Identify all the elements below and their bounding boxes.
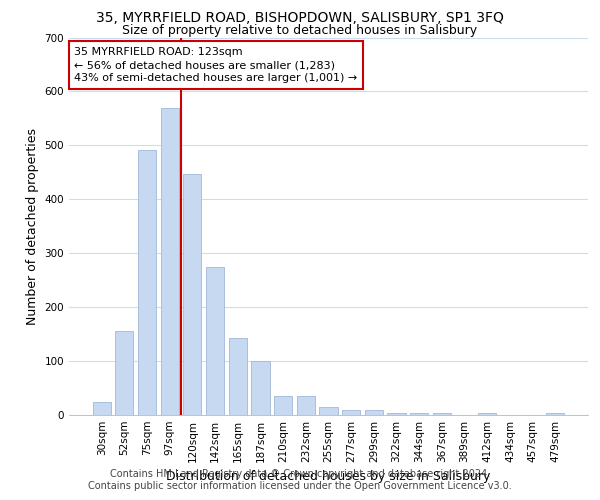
- Bar: [546, 413, 565, 415]
- Bar: [478, 413, 496, 415]
- Bar: [184, 174, 202, 415]
- Bar: [161, 108, 179, 415]
- Bar: [388, 413, 406, 415]
- Bar: [410, 413, 428, 415]
- Bar: [342, 410, 360, 415]
- Bar: [274, 396, 292, 415]
- Bar: [365, 410, 383, 415]
- Text: Contains HM Land Registry data © Crown copyright and database right 2024.
Contai: Contains HM Land Registry data © Crown c…: [88, 470, 512, 491]
- Y-axis label: Number of detached properties: Number of detached properties: [26, 128, 39, 325]
- Bar: [229, 338, 247, 415]
- Bar: [433, 413, 451, 415]
- Bar: [115, 332, 133, 415]
- Bar: [297, 396, 315, 415]
- Bar: [138, 150, 156, 415]
- Text: 35 MYRRFIELD ROAD: 123sqm
← 56% of detached houses are smaller (1,283)
43% of se: 35 MYRRFIELD ROAD: 123sqm ← 56% of detac…: [74, 47, 358, 84]
- Text: 35, MYRRFIELD ROAD, BISHOPDOWN, SALISBURY, SP1 3FQ: 35, MYRRFIELD ROAD, BISHOPDOWN, SALISBUR…: [96, 12, 504, 26]
- Bar: [92, 402, 111, 415]
- Bar: [319, 407, 338, 415]
- Bar: [206, 266, 224, 415]
- Bar: [251, 361, 269, 415]
- Text: Size of property relative to detached houses in Salisbury: Size of property relative to detached ho…: [122, 24, 478, 37]
- X-axis label: Distribution of detached houses by size in Salisbury: Distribution of detached houses by size …: [166, 470, 491, 484]
